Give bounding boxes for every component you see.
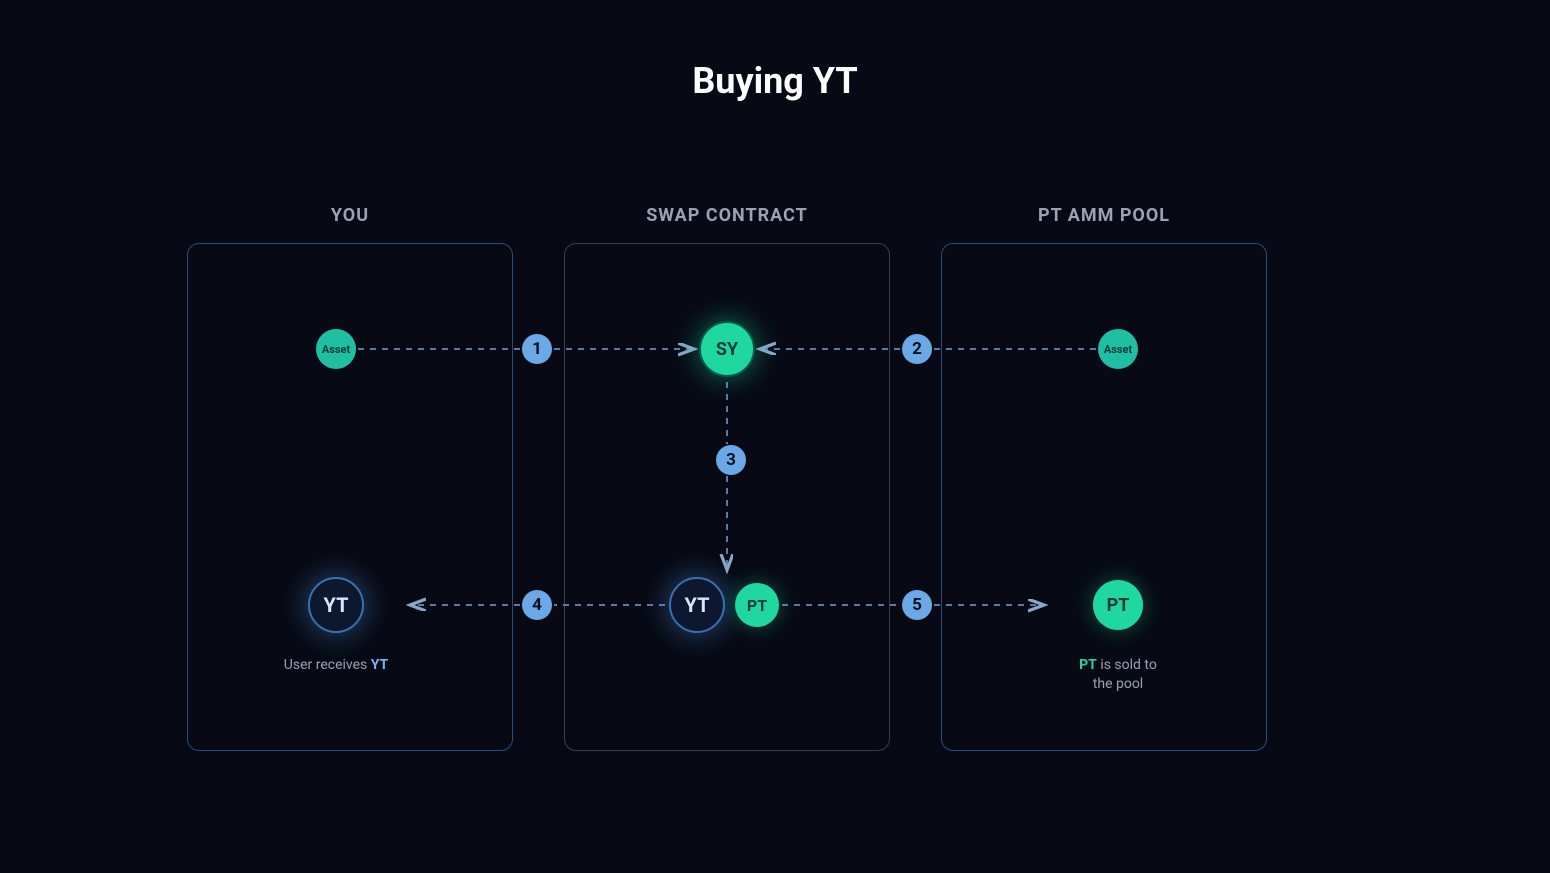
caption-pt-line2: the pool [1093, 676, 1143, 692]
step-3: 3 [716, 445, 746, 475]
token-sy: SY [699, 321, 755, 377]
caption-pt-post: is sold to [1097, 657, 1157, 673]
token-yt-you: YT [308, 577, 364, 633]
step-1: 1 [522, 334, 552, 364]
column-label-you: YOU [331, 205, 369, 226]
panel-swap [564, 243, 890, 751]
token-pt-swap: PT [735, 583, 779, 627]
caption-yt: User receives YT [284, 656, 388, 675]
step-2: 2 [902, 334, 932, 364]
caption-yt-pre: User receives [284, 657, 371, 673]
caption-yt-hl: YT [371, 657, 388, 673]
caption-pt-hl: PT [1079, 657, 1097, 673]
token-asset-you: Asset [316, 329, 356, 369]
token-pt-pool: PT [1093, 580, 1143, 630]
step-5: 5 [902, 590, 932, 620]
token-asset-pool: Asset [1098, 329, 1138, 369]
step-4: 4 [522, 590, 552, 620]
token-yt-swap: YT [669, 577, 725, 633]
column-label-pool: PT AMM POOL [1038, 205, 1170, 226]
column-label-swap: SWAP CONTRACT [646, 205, 808, 226]
caption-pt: PT is sold to the pool [1079, 656, 1157, 694]
diagram-title: Buying YT [0, 60, 1550, 102]
diagram-stage: Buying YT YOU SWAP CONTRACT PT AMM POOL … [0, 0, 1550, 873]
